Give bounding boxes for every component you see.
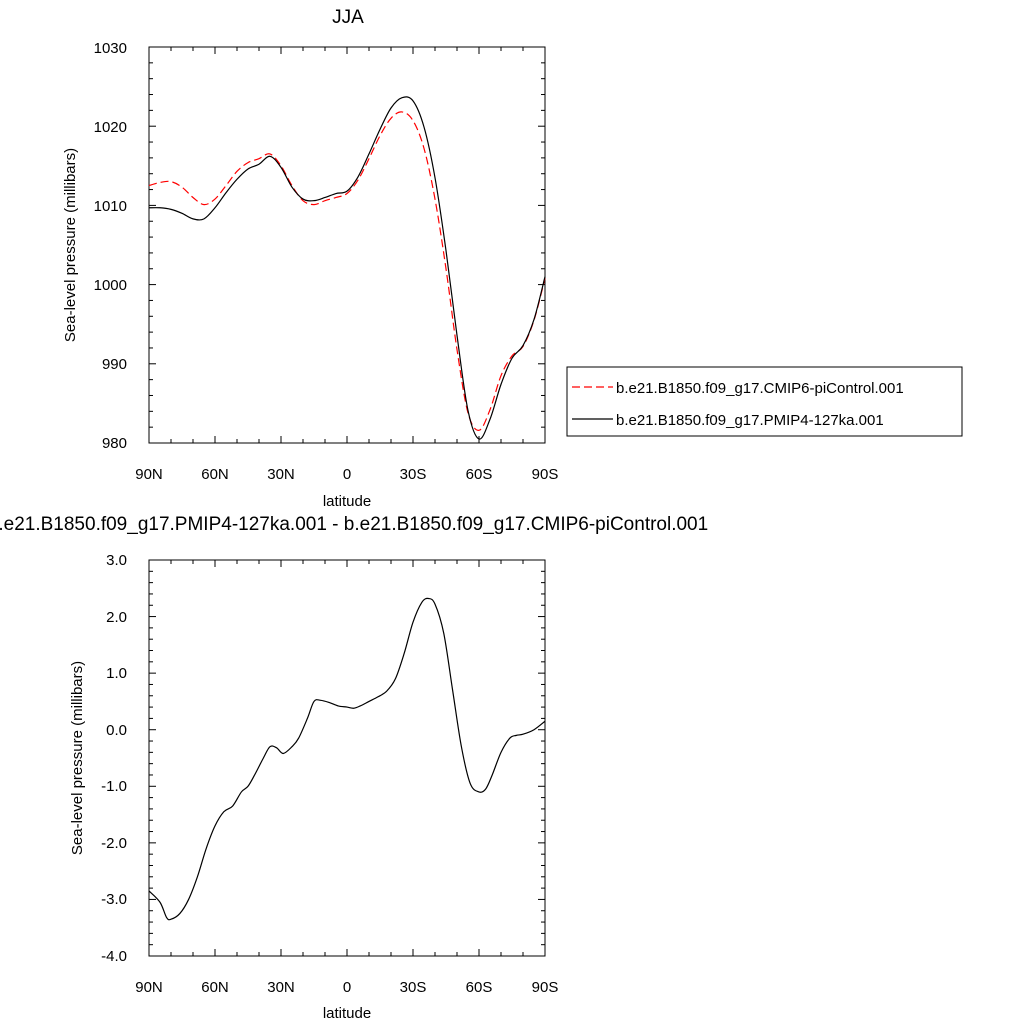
y-tick-label: 1.0: [106, 665, 127, 682]
bottom-series-group: [148, 597, 546, 921]
bottom-x-tick-labels: 90N 60N 30N 0 30S 60S 90S: [135, 979, 558, 996]
top-series-group: [148, 96, 546, 440]
x-tick-label: 30S: [400, 466, 427, 483]
y-tick-label: 3.0: [106, 552, 127, 569]
x-tick-label: 90S: [532, 979, 559, 996]
x-tick-label: 30S: [400, 979, 427, 996]
y-tick-label: -1.0: [101, 778, 127, 795]
series-line-a: [148, 111, 546, 431]
y-tick-label: 1000: [94, 277, 127, 294]
x-tick-label: 60N: [201, 466, 229, 483]
top-x-axis-title: latitude: [323, 493, 371, 510]
top-plot-frame: [148, 46, 546, 444]
bottom-panel-title: b.e21.B1850.f09_g17.PMIP4-127ka.001 - b.…: [0, 514, 708, 535]
x-tick-label: 90S: [532, 466, 559, 483]
x-tick-label: 0: [343, 979, 351, 996]
legend-label-control: b.e21.B1850.f09_g17.CMIP6-piControl.001: [616, 380, 904, 397]
bottom-y-tick-labels: -4.0 -3.0 -2.0 -1.0 0.0 1.0 2.0 3.0: [101, 552, 127, 965]
y-tick-label: 980: [102, 435, 127, 452]
bottom-y-axis-title: Sea-level pressure (millibars): [69, 661, 86, 855]
bottom-panel: b.e21.B1850.f09_g17.PMIP4-127ka.001 - b.…: [0, 514, 708, 1022]
y-tick-label: 2.0: [106, 609, 127, 626]
x-tick-label: 90N: [135, 979, 163, 996]
y-tick-label: -2.0: [101, 835, 127, 852]
top-y-tick-labels: 980 990 1000 1010 1020 1030: [94, 40, 127, 452]
x-tick-label: 60S: [466, 466, 493, 483]
x-tick-label: 0: [343, 466, 351, 483]
top-y-axis-title: Sea-level pressure (millibars): [62, 148, 79, 342]
x-tick-label: 60N: [201, 979, 229, 996]
y-tick-label: 1030: [94, 40, 127, 57]
legend: b.e21.B1850.f09_g17.CMIP6-piControl.001 …: [566, 366, 963, 437]
bottom-axis-ticks: [148, 559, 546, 957]
top-panel: JJA 90N 60N 30N 0 30S 60S 90S 980 990 10…: [62, 7, 963, 510]
y-tick-label: -4.0: [101, 948, 127, 965]
bottom-plot-frame: [148, 559, 546, 957]
y-tick-label: -3.0: [101, 891, 127, 908]
y-tick-label: 1020: [94, 119, 127, 136]
legend-label-experiment: b.e21.B1850.f09_g17.PMIP4-127ka.001: [616, 412, 884, 429]
x-tick-label: 30N: [267, 466, 295, 483]
y-tick-label: 1010: [94, 198, 127, 215]
series-line-b: [148, 96, 546, 440]
x-tick-label: 90N: [135, 466, 163, 483]
y-tick-label: 0.0: [106, 722, 127, 739]
x-tick-label: 60S: [466, 979, 493, 996]
top-axis-ticks: [148, 46, 546, 444]
x-tick-label: 30N: [267, 979, 295, 996]
legend-box: [566, 366, 963, 437]
y-tick-label: 990: [102, 356, 127, 373]
bottom-x-axis-title: latitude: [323, 1005, 371, 1022]
top-x-tick-labels: 90N 60N 30N 0 30S 60S 90S: [135, 466, 558, 483]
top-panel-title: JJA: [332, 7, 364, 28]
series-line-a: [148, 597, 546, 921]
